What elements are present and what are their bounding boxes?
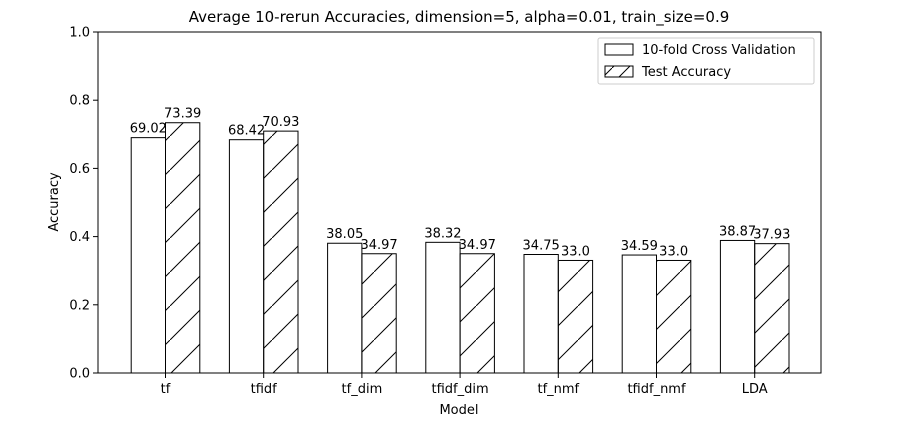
- value-label-cv-tf_dim: 38.05: [326, 227, 363, 242]
- plot-area: 69.0273.39tf68.4270.93tfidf38.0534.97tf_…: [69, 26, 822, 397]
- x-tick-label-LDA: LDA: [742, 382, 768, 397]
- bar-test-tf_nmf: [557, 259, 594, 374]
- bar-cv-tfidf_dim: [425, 241, 461, 374]
- value-label-cv-tf: 69.02: [130, 122, 167, 137]
- bar-cv-tfidf_nmf: [621, 254, 658, 374]
- y-tick-label: 1.0: [69, 26, 90, 41]
- y-tick-label: 0.8: [69, 94, 90, 109]
- x-tick-label-tf: tf: [161, 382, 171, 397]
- y-axis-label: Accuracy: [47, 172, 62, 232]
- value-label-cv-LDA: 38.87: [719, 224, 756, 239]
- bar-cv-tf: [130, 137, 166, 374]
- value-label-test-tfidf_dim: 34.97: [459, 238, 496, 253]
- value-label-test-tfidf: 70.93: [262, 115, 299, 130]
- value-label-cv-tfidf_dim: 38.32: [424, 226, 461, 241]
- x-tick-label-tf_nmf: tf_nmf: [537, 382, 579, 397]
- legend-swatch-cv: [604, 43, 634, 56]
- value-label-test-tf_nmf: 33.0: [561, 244, 590, 259]
- bar-test-tf_dim: [361, 253, 397, 374]
- legend: 10-fold Cross Validation Test Accuracy: [597, 37, 815, 85]
- bar-test-tf: [165, 122, 201, 374]
- legend-box: [597, 37, 815, 85]
- chart-title: Average 10-rerun Accuracies, dimension=5…: [189, 8, 730, 27]
- legend-label-cv: 10-fold Cross Validation: [642, 43, 796, 58]
- bar-cv-tf_nmf: [523, 254, 559, 374]
- bar-cv-LDA: [719, 239, 756, 374]
- value-label-cv-tfidf: 68.42: [228, 124, 265, 139]
- value-label-cv-tfidf_nmf: 34.59: [621, 239, 658, 254]
- legend-hatch-line: [618, 65, 631, 78]
- y-tick-label: 0.0: [69, 367, 90, 382]
- bar-cv-tfidf: [228, 139, 265, 374]
- x-tick-label-tfidf_dim: tfidf_dim: [432, 382, 489, 397]
- value-label-test-LDA: 37.93: [753, 228, 790, 243]
- bar-test-tfidf_dim: [459, 253, 495, 374]
- y-tick-label: 0.6: [69, 162, 90, 177]
- value-label-test-tf: 73.39: [164, 107, 201, 122]
- value-label-test-tf_dim: 34.97: [360, 238, 397, 253]
- x-tick-label-tfidf: tfidf: [251, 382, 278, 397]
- value-label-cv-tf_nmf: 34.75: [523, 239, 560, 254]
- y-tick-label: 0.2: [69, 298, 90, 313]
- x-tick-label-tfidf_nmf: tfidf_nmf: [627, 382, 686, 397]
- y-tick-label: 0.4: [69, 230, 90, 245]
- bar-test-LDA: [754, 243, 790, 374]
- x-tick-label-tf_dim: tf_dim: [342, 382, 383, 397]
- bar-test-tfidf_nmf: [656, 259, 692, 374]
- legend-label-test: Test Accuracy: [641, 65, 731, 80]
- bar-cv-tf_dim: [327, 242, 363, 374]
- bar-test-tfidf: [263, 130, 299, 374]
- axes-frame: [97, 31, 822, 374]
- x-axis-label: Model: [439, 403, 478, 418]
- value-label-test-tfidf_nmf: 33.0: [659, 244, 688, 259]
